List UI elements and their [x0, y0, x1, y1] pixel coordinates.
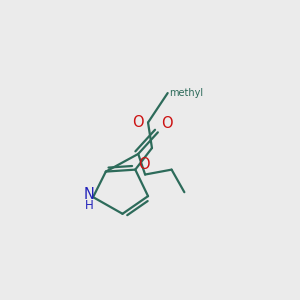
Text: O: O — [132, 115, 144, 130]
Text: H: H — [85, 200, 94, 212]
Text: O: O — [138, 157, 149, 172]
Text: N: N — [84, 187, 95, 202]
Text: methyl: methyl — [169, 88, 203, 98]
Text: O: O — [161, 116, 172, 131]
